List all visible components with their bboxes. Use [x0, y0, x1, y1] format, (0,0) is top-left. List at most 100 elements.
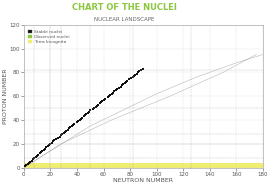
Point	[92, 115, 96, 118]
Point	[79, 110, 83, 113]
Point	[218, 88, 223, 91]
Point	[193, 85, 197, 88]
Point	[125, 140, 130, 143]
Point	[140, 61, 144, 64]
Point	[48, 142, 53, 145]
Point	[55, 154, 59, 157]
Point	[96, 89, 100, 92]
Point	[181, 76, 185, 79]
Point	[73, 124, 78, 127]
Point	[136, 62, 140, 65]
Point	[38, 152, 42, 155]
Point	[228, 60, 232, 63]
Point	[124, 88, 128, 91]
Point	[176, 74, 180, 77]
Point	[138, 76, 143, 79]
Point	[55, 146, 59, 149]
Point	[124, 105, 128, 108]
Point	[145, 82, 150, 85]
Point	[189, 102, 193, 105]
Point	[50, 140, 54, 143]
Point	[153, 53, 157, 56]
Point	[43, 164, 47, 167]
Point	[220, 67, 224, 70]
Point	[116, 97, 120, 100]
Point	[213, 60, 217, 63]
Point	[125, 90, 130, 93]
Point	[180, 67, 184, 70]
Point	[224, 41, 228, 44]
Point	[163, 117, 167, 120]
Point	[71, 118, 75, 121]
Point	[48, 144, 53, 147]
Point	[57, 128, 62, 131]
Point	[55, 136, 59, 139]
Point	[69, 160, 74, 163]
Point	[87, 132, 91, 135]
Point	[224, 83, 228, 86]
Point	[63, 157, 67, 160]
Point	[112, 115, 116, 118]
Point	[52, 142, 57, 145]
Point	[169, 58, 173, 61]
Point	[120, 109, 124, 112]
Point	[153, 66, 157, 69]
Point	[107, 148, 111, 151]
Point	[97, 97, 102, 100]
Point	[224, 73, 228, 76]
Point	[104, 146, 108, 149]
Point	[170, 95, 175, 98]
Point	[69, 153, 74, 156]
Point	[56, 132, 60, 135]
Point	[141, 135, 146, 138]
Point	[200, 79, 204, 82]
Point	[120, 74, 124, 77]
Point	[163, 52, 167, 55]
Point	[173, 103, 178, 106]
Point	[73, 116, 78, 119]
Point	[108, 98, 112, 101]
Point	[127, 68, 131, 71]
Point	[147, 123, 151, 126]
Point	[115, 154, 119, 157]
Point	[240, 48, 244, 51]
Point	[221, 48, 225, 51]
Point	[85, 145, 90, 148]
Point	[112, 86, 116, 89]
Point	[136, 83, 140, 86]
Point	[165, 55, 169, 58]
Point	[197, 41, 201, 44]
Point	[154, 114, 159, 117]
Point	[234, 42, 238, 45]
Point	[238, 47, 243, 50]
Point	[169, 108, 173, 111]
Point	[72, 142, 76, 145]
Point	[116, 142, 120, 145]
Point	[159, 58, 163, 61]
Point	[109, 97, 114, 100]
Point	[57, 157, 62, 160]
Point	[62, 159, 66, 162]
Point	[124, 152, 128, 155]
Point	[169, 129, 173, 132]
Point	[112, 97, 116, 100]
Point	[56, 129, 60, 132]
Point	[104, 145, 108, 148]
Point	[79, 157, 83, 160]
Point	[214, 90, 219, 93]
Point	[136, 102, 140, 105]
Point	[78, 126, 82, 129]
Point	[137, 78, 141, 81]
Point	[144, 134, 148, 137]
Point	[64, 124, 69, 127]
Point	[186, 67, 191, 70]
Point	[68, 165, 73, 168]
Point	[69, 105, 74, 108]
Point	[116, 107, 120, 110]
Point	[143, 70, 147, 73]
Point	[149, 77, 154, 80]
Point	[66, 128, 70, 131]
Point	[91, 109, 95, 112]
Point	[119, 73, 123, 76]
Point	[111, 85, 115, 88]
